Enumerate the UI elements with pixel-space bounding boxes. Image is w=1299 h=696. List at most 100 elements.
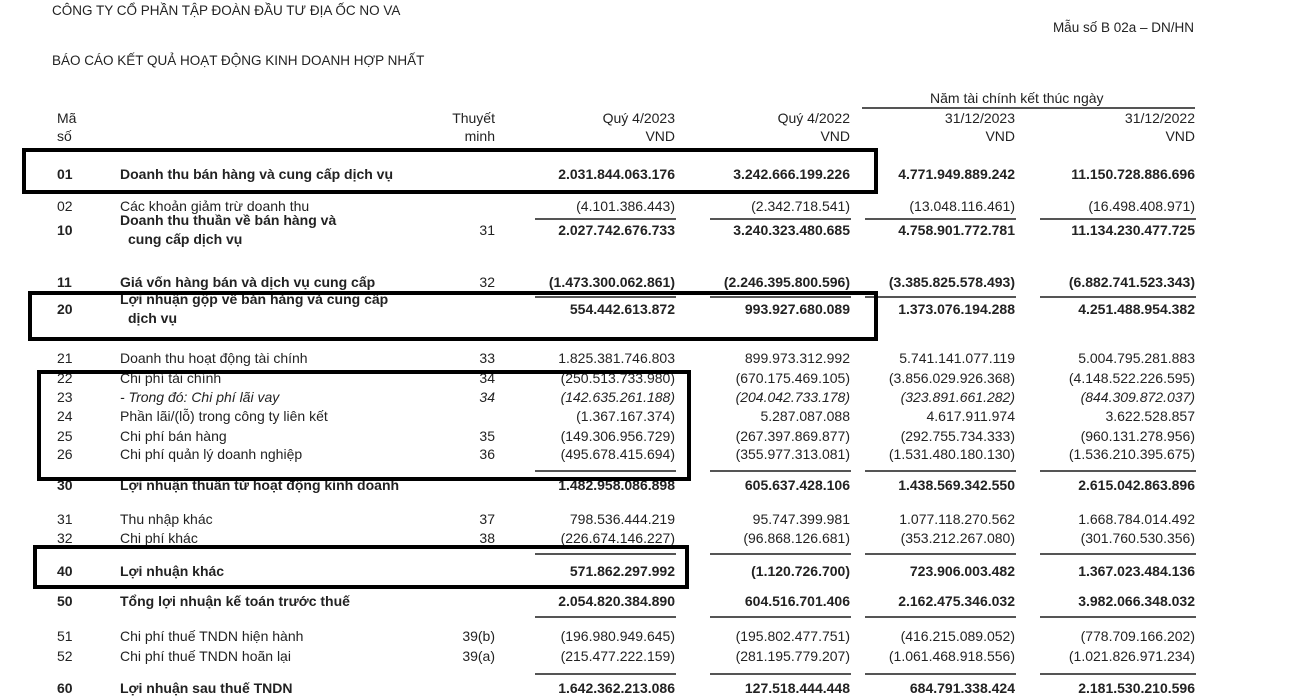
- row-note: 34: [479, 370, 495, 386]
- row-code: 02: [57, 198, 73, 214]
- row-value: 2.054.820.384.890: [558, 593, 675, 609]
- row-value: (3.856.029.926.368): [888, 370, 1015, 386]
- row-value: (149.306.956.729): [560, 428, 675, 444]
- row-code: 25: [57, 428, 73, 444]
- row-value: (6.882.741.523.343): [1068, 274, 1195, 290]
- subtotal-underline: [535, 296, 676, 298]
- row-code: 24: [57, 408, 73, 424]
- row-value: 5.004.795.281.883: [1078, 350, 1195, 366]
- row-value: 3.982.066.348.032: [1078, 593, 1195, 609]
- row-description: Chi phí khác: [120, 530, 198, 546]
- highlight-box-revenue: [22, 148, 878, 194]
- row-code: 01: [57, 166, 73, 182]
- highlight-box-expenses: [37, 370, 691, 481]
- subtotal-underline: [710, 218, 851, 220]
- row-code: 51: [57, 628, 73, 644]
- row-value: 11.134.230.477.725: [1071, 222, 1195, 238]
- row-description: Chi phí quản lý doanh nghiệp: [120, 446, 303, 462]
- subtotal-underline: [1040, 218, 1196, 220]
- row-description: Doanh thu thuần về bán hàng và: [120, 212, 337, 228]
- row-value: (267.397.869.877): [735, 428, 850, 444]
- row-value: 5.741.141.077.119: [899, 350, 1015, 366]
- row-value: 1.825.381.746.803: [558, 350, 675, 366]
- subtotal-underline: [1040, 553, 1196, 555]
- row-note: 35: [479, 428, 495, 444]
- row-note: 33: [479, 350, 495, 366]
- row-value: 684.791.338.424: [909, 680, 1015, 696]
- row-note: 39(b): [462, 628, 495, 644]
- subtotal-underline: [1040, 296, 1196, 298]
- row-code: 20: [57, 301, 73, 317]
- row-value: 605.637.428.106: [744, 477, 850, 493]
- row-value: 1.077.118.270.562: [899, 511, 1015, 527]
- subtotal-underline: [710, 296, 851, 298]
- fy-2023-header: 31/12/2023 VND: [944, 110, 1015, 144]
- row-description: Giá vốn hàng bán và dịch vụ cung cấp: [120, 274, 376, 290]
- row-value: (495.678.415.694): [560, 446, 675, 462]
- row-description: Doanh thu hoạt động tài chính: [120, 350, 308, 366]
- subtotal-underline: [710, 616, 851, 618]
- row-value: 1.438.569.342.550: [898, 477, 1015, 493]
- row-value: (250.513.733.980): [560, 370, 675, 386]
- row-code: 26: [57, 446, 73, 462]
- row-code: 50: [57, 593, 73, 609]
- subtotal-underline: [865, 470, 1016, 472]
- row-value: (778.709.166.202): [1080, 628, 1195, 644]
- subtotal-underline: [535, 616, 676, 618]
- row-description: Chi phí thuế TNDN hoãn lại: [120, 648, 291, 664]
- row-value: (196.980.949.645): [560, 628, 675, 644]
- row-value: 127.518.444.448: [744, 680, 850, 696]
- row-value: 993.927.680.089: [744, 301, 850, 317]
- row-value: (355.977.313.081): [735, 446, 850, 462]
- row-value: (1.367.167.374): [576, 408, 675, 424]
- note-header: Thuyết minh: [452, 110, 495, 144]
- company-name: CÔNG TY CỔ PHẦN TẬP ĐOÀN ĐẦU TƯ ĐỊA ỐC N…: [52, 3, 401, 18]
- row-value: (3.385.825.578.493): [888, 274, 1015, 290]
- row-value: (670.175.469.105): [735, 370, 850, 386]
- row-value: 4.758.901.772.781: [898, 222, 1015, 238]
- row-code: 52: [57, 648, 73, 664]
- row-value: (4.148.522.226.595): [1068, 370, 1195, 386]
- row-value: 2.615.042.863.896: [1078, 477, 1195, 493]
- fy-2022-header: 31/12/2022 VND: [1124, 110, 1195, 144]
- row-description: Tổng lợi nhuận kế toán trước thuế: [120, 593, 350, 609]
- row-value: (195.802.477.751): [735, 628, 850, 644]
- row-code: 11: [57, 274, 72, 290]
- row-code: 31: [57, 511, 73, 527]
- row-value: (1.536.210.395.675): [1068, 446, 1195, 462]
- row-value: (2.246.395.800.596): [723, 274, 850, 290]
- row-description: Chi phí bán hàng: [120, 428, 227, 444]
- row-value: 1.367.023.484.136: [1078, 563, 1195, 579]
- row-code: 21: [57, 350, 73, 366]
- subtotal-underline: [1040, 470, 1196, 472]
- row-note: 37: [479, 511, 495, 527]
- row-value: (4.101.386.443): [576, 198, 675, 214]
- subtotal-underline: [535, 673, 676, 675]
- row-value: 604.516.701.406: [744, 593, 850, 609]
- row-code: 23: [57, 389, 73, 405]
- row-value: (204.042.733.178): [735, 389, 850, 405]
- subtotal-underline: [865, 616, 1016, 618]
- subtotal-underline: [1040, 616, 1196, 618]
- highlight-box-gross-profit: [28, 291, 878, 341]
- row-value: (13.048.116.461): [909, 198, 1015, 214]
- row-description: Các khoản giảm trừ doanh thu: [120, 198, 310, 214]
- row-code: 32: [57, 530, 73, 546]
- row-value: (2.342.718.541): [751, 198, 850, 214]
- row-description: Lợi nhuận thuần từ hoạt động kinh doanh: [120, 477, 400, 493]
- subtotal-underline: [865, 553, 1016, 555]
- row-value: 3.622.528.857: [1105, 408, 1195, 424]
- row-value: 4.771.949.889.242: [898, 166, 1015, 182]
- row-note: 31: [479, 222, 495, 238]
- row-value: (416.215.089.052): [900, 628, 1015, 644]
- row-value: (1.061.468.918.556): [888, 648, 1015, 664]
- row-description: dịch vụ: [128, 310, 178, 326]
- row-value: 899.973.312.992: [744, 350, 850, 366]
- report-title: BÁO CÁO KẾT QUẢ HOẠT ĐỘNG KINH DOANH HỢP…: [52, 53, 425, 68]
- row-value: 2.031.844.063.176: [558, 166, 675, 182]
- highlight-box-other-profit: [33, 545, 689, 589]
- row-value: (1.021.826.971.234): [1068, 648, 1195, 664]
- row-value: 95.747.399.981: [752, 511, 850, 527]
- row-description: Phần lãi/(lỗ) trong công ty liên kết: [120, 408, 328, 424]
- row-value: (215.477.222.159): [560, 648, 675, 664]
